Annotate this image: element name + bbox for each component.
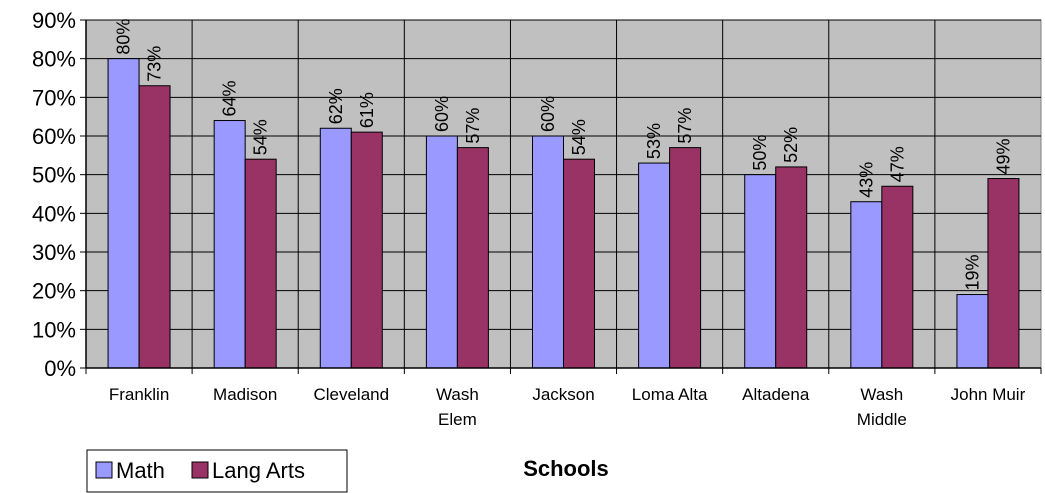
bar-math bbox=[107, 58, 140, 369]
data-label: 60% bbox=[538, 96, 558, 132]
data-label: 64% bbox=[220, 81, 240, 117]
x-tick-labels: Franklin Madison Cleveland Wash Elem Jackson L… bbox=[109, 385, 1026, 429]
y-tick-label: 0% bbox=[44, 356, 76, 381]
bars bbox=[107, 58, 1020, 369]
bar-math bbox=[638, 162, 671, 369]
bar-lang-arts bbox=[881, 185, 914, 369]
x-tick-label: Wash bbox=[436, 385, 479, 404]
legend-swatch bbox=[191, 461, 209, 479]
data-label: 47% bbox=[887, 146, 907, 182]
x-tick-label: Middle bbox=[857, 410, 907, 429]
y-tick-labels: 0% 10% 20% 30% 40% 50% 60% 70% 80% 90% bbox=[32, 8, 76, 381]
bar-lang-arts bbox=[775, 166, 808, 369]
legend-swatch bbox=[95, 461, 113, 479]
y-tick-label: 70% bbox=[32, 85, 76, 110]
legend-label: Math bbox=[116, 458, 165, 483]
y-tick-label: 40% bbox=[32, 201, 76, 226]
bar-lang-arts bbox=[987, 178, 1020, 369]
x-tick-label: Franklin bbox=[109, 385, 169, 404]
data-label: 53% bbox=[644, 123, 664, 159]
data-label: 73% bbox=[145, 46, 165, 82]
bar-lang-arts bbox=[669, 147, 702, 369]
x-tick-label: Cleveland bbox=[313, 385, 389, 404]
x-tick-label: Madison bbox=[213, 385, 277, 404]
legend-box bbox=[86, 449, 348, 493]
x-axis-title: Schools bbox=[523, 456, 609, 481]
data-label: 49% bbox=[993, 139, 1013, 175]
bar-math bbox=[956, 294, 989, 369]
data-label: 60% bbox=[432, 96, 452, 132]
x-tick-label: Loma Alta bbox=[632, 385, 708, 404]
bar-lang-arts bbox=[456, 147, 489, 369]
data-label: 61% bbox=[357, 92, 377, 128]
data-label: 57% bbox=[675, 108, 695, 144]
y-tick-label: 10% bbox=[32, 317, 76, 342]
y-tick-label: 90% bbox=[32, 8, 76, 33]
bar-math bbox=[425, 135, 458, 369]
data-label: 52% bbox=[781, 127, 801, 163]
bar-math bbox=[213, 120, 246, 369]
x-tick-label: Wash bbox=[860, 385, 903, 404]
bar-lang-arts bbox=[138, 85, 171, 369]
x-tick-label: Altadena bbox=[742, 385, 810, 404]
data-label: 80% bbox=[114, 19, 134, 55]
bar-lang-arts bbox=[563, 158, 595, 369]
data-label: 19% bbox=[962, 255, 982, 291]
bar-lang-arts bbox=[350, 131, 383, 369]
bar-math bbox=[850, 201, 883, 369]
x-tick-label: John Muir bbox=[951, 385, 1026, 404]
legend-label: Lang Arts bbox=[212, 458, 305, 483]
legend: Math Lang Arts bbox=[86, 449, 348, 493]
x-tick-label: Jackson bbox=[532, 385, 594, 404]
data-label: 62% bbox=[326, 88, 346, 124]
data-label: 43% bbox=[856, 162, 876, 198]
data-label: 50% bbox=[750, 135, 770, 171]
data-label: 54% bbox=[569, 119, 589, 155]
x-tick-label: Elem bbox=[438, 410, 477, 429]
bar-math bbox=[319, 127, 352, 369]
y-tick-label: 80% bbox=[32, 47, 76, 72]
bar-math bbox=[744, 174, 777, 369]
y-tick-label: 30% bbox=[32, 240, 76, 265]
bar-math bbox=[532, 135, 564, 369]
data-label: 57% bbox=[463, 108, 483, 144]
data-label: 54% bbox=[251, 119, 271, 155]
bar-lang-arts bbox=[244, 158, 277, 369]
y-tick-label: 20% bbox=[32, 279, 76, 304]
data-labels: 80% 64% 62% 60% 60% 53% 50% 43% 19% 73% 54% 61% 57% 5… bbox=[114, 19, 1014, 291]
y-tick-label: 50% bbox=[32, 163, 76, 188]
y-tick-label: 60% bbox=[32, 124, 76, 149]
axes bbox=[80, 19, 1042, 374]
